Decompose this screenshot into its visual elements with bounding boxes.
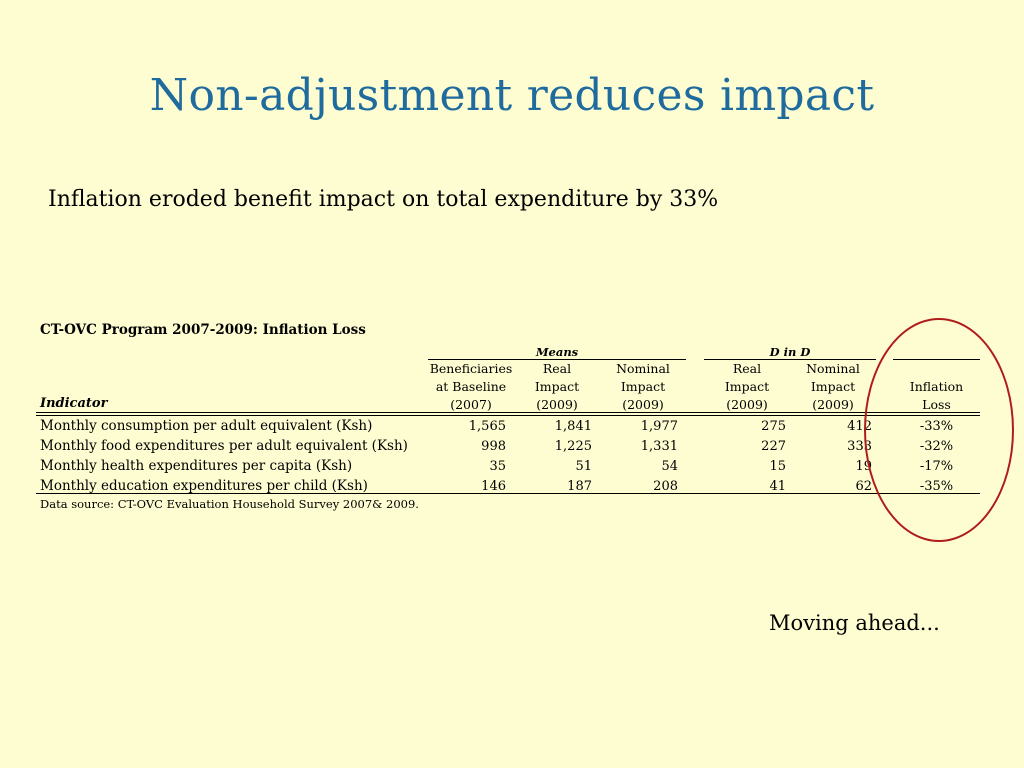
table-cell: 41	[769, 479, 786, 494]
header-double-rule	[36, 412, 980, 416]
table-cell: 333	[847, 439, 872, 454]
table-cell: 1,565	[468, 419, 506, 434]
table-cell: 19	[855, 459, 872, 474]
table-cell: 1,225	[554, 439, 592, 454]
table-caption: CT-OVC Program 2007-2009: Inflation Loss	[40, 322, 366, 338]
table-cell: 275	[761, 419, 786, 434]
table-cell: 146	[481, 479, 506, 494]
table-cell: 998	[481, 439, 506, 454]
table-cell: 1,841	[554, 419, 592, 434]
column-header: Real Impact (2009)	[724, 361, 770, 412]
row-label: Monthly health expenditures per capita (…	[40, 458, 353, 474]
column-header: Nominal Impact (2009)	[806, 361, 860, 412]
table-cell: 54	[661, 459, 678, 474]
moving-ahead-note: Moving ahead...	[769, 611, 940, 635]
column-header: Nominal Impact (2009)	[616, 361, 670, 412]
table-cell: 187	[567, 479, 592, 494]
table-cell: 15	[769, 459, 786, 474]
data-source-note: Data source: CT-OVC Evaluation Household…	[40, 497, 419, 511]
table-cell: 1,331	[640, 439, 678, 454]
column-header: Beneficiaries at Baseline (2007)	[429, 361, 513, 412]
row-label: Monthly food expenditures per adult equi…	[40, 438, 408, 454]
table-cell: 35	[489, 459, 506, 474]
indicator-header: Indicator	[40, 396, 108, 411]
row-label: Monthly education expenditures per child…	[40, 478, 368, 494]
column-header: Real Impact (2009)	[534, 361, 580, 412]
table-cell: 208	[653, 479, 678, 494]
table-cell: 1,977	[640, 419, 678, 434]
slide-subtitle: Inflation eroded benefit impact on total…	[48, 187, 719, 212]
row-label: Monthly consumption per adult equivalent…	[40, 418, 373, 434]
table-cell: 62	[855, 479, 872, 494]
table-cell: 227	[761, 439, 786, 454]
highlight-circle	[864, 318, 1014, 542]
table-cell: 412	[847, 419, 872, 434]
group-header-means: Means	[428, 345, 686, 360]
table-cell: 51	[575, 459, 592, 474]
group-header-d-in-d: D in D	[704, 345, 876, 360]
slide-title: Non-adjustment reduces impact	[149, 70, 875, 121]
table-bottom-rule	[36, 493, 980, 494]
